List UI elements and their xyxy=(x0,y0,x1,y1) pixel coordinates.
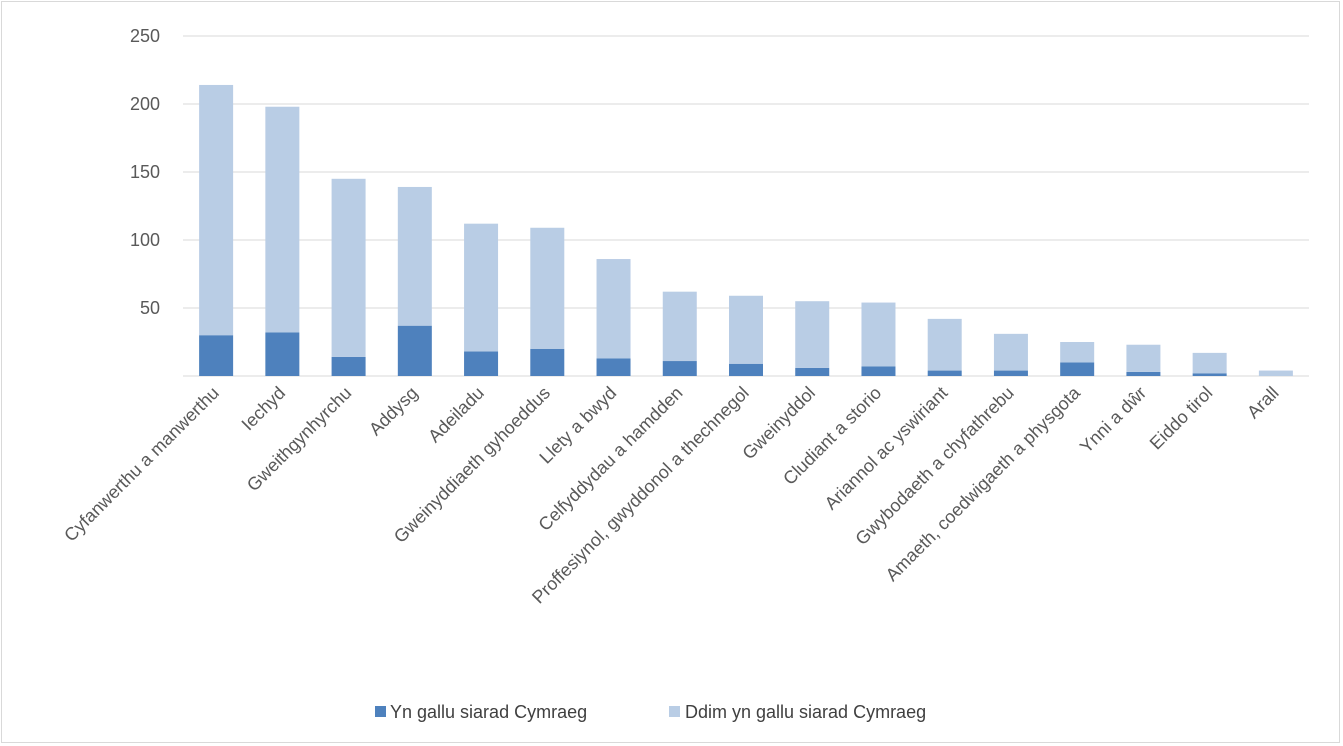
bar-segment-non-welsh-speaking xyxy=(1060,342,1095,363)
bar-segment-non-welsh-speaking xyxy=(861,302,896,367)
bar-segment-welsh-speaking xyxy=(662,361,697,376)
legend-swatch xyxy=(669,706,680,717)
bar-segment-non-welsh-speaking xyxy=(927,318,962,371)
x-tick-label: Iechyd xyxy=(238,383,290,435)
bar-segment-welsh-speaking xyxy=(397,325,432,376)
y-axis-ticks: 50 100 150 200 250 xyxy=(130,26,160,318)
legend-swatch xyxy=(375,706,386,717)
x-tick-label: Cyfanwerthu a manwerthu xyxy=(60,383,223,546)
bar-segment-non-welsh-speaking xyxy=(331,178,366,357)
bar-segment-welsh-speaking xyxy=(596,358,631,376)
bar-segment-welsh-speaking xyxy=(331,356,366,376)
bar-segment-welsh-speaking xyxy=(1126,371,1161,376)
bar-segment-non-welsh-speaking xyxy=(729,295,763,364)
bar-segment-non-welsh-speaking xyxy=(662,291,697,362)
bar-segment-non-welsh-speaking xyxy=(795,301,830,368)
bar-segment-non-welsh-speaking xyxy=(596,259,631,359)
legend: Yn gallu siarad Cymraeg Ddim yn gallu sia… xyxy=(375,702,926,722)
x-tick-label: Addysg xyxy=(365,383,422,440)
legend-label: Ddim yn gallu siarad Cymraeg xyxy=(685,702,926,722)
x-tick-label: Ariannol ac yswiriant xyxy=(821,383,952,514)
bar-segment-non-welsh-speaking xyxy=(530,227,565,349)
bar-segment-welsh-speaking xyxy=(993,370,1028,376)
bar-segment-welsh-speaking xyxy=(861,366,896,376)
x-axis-ticks: Cyfanwerthu a manwerthu IechydGweithgynhy… xyxy=(60,382,1282,607)
bar-segment-non-welsh-speaking xyxy=(464,223,499,352)
x-tick-label: Eiddo tirol xyxy=(1146,383,1217,454)
bar-segment-non-welsh-speaking xyxy=(993,333,1028,371)
bar-segment-non-welsh-speaking xyxy=(1126,344,1161,372)
bar-segment-welsh-speaking xyxy=(265,332,300,376)
bar-segment-welsh-speaking xyxy=(1060,362,1095,376)
bar-segment-welsh-speaking xyxy=(795,367,830,376)
bar-segment-welsh-speaking xyxy=(464,351,499,376)
bar-segment-welsh-speaking xyxy=(530,348,565,376)
y-tick-label: 50 xyxy=(140,298,160,318)
x-tick-label: Adeiladu xyxy=(424,383,488,447)
y-tick-label: 150 xyxy=(130,162,160,182)
x-tick-label: Ynni a dŵr xyxy=(1076,383,1150,457)
bar-segment-welsh-speaking xyxy=(729,363,763,376)
bar-segment-non-welsh-speaking xyxy=(199,84,234,336)
bar-segment-welsh-speaking xyxy=(199,335,234,376)
y-tick-label: 250 xyxy=(130,26,160,46)
bar-segment-welsh-speaking xyxy=(927,370,962,376)
y-tick-label: 100 xyxy=(130,230,160,250)
legend-label: Yn gallu siarad Cymraeg xyxy=(390,702,587,722)
bar-segment-non-welsh-speaking xyxy=(1192,352,1227,374)
bar-segment-welsh-speaking xyxy=(1192,373,1227,376)
bar-segment-non-welsh-speaking xyxy=(265,106,300,333)
x-tick-label: Arall xyxy=(1243,383,1283,423)
bar-segment-non-welsh-speaking xyxy=(1258,370,1293,376)
bar-segment-non-welsh-speaking xyxy=(397,186,432,326)
bars xyxy=(199,84,1293,376)
y-tick-label: 200 xyxy=(130,94,160,114)
